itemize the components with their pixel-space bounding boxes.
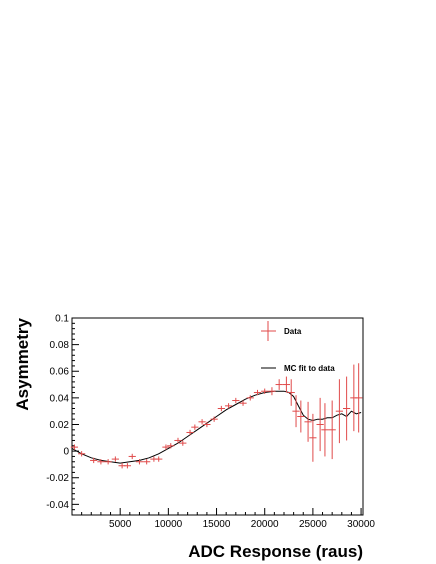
- data-points: [70, 363, 363, 469]
- data-point: [355, 363, 363, 433]
- data-point: [174, 437, 182, 444]
- y-tick-label: 0.06: [50, 367, 70, 378]
- data-point: [343, 376, 351, 441]
- y-axis-title: Asymmetry: [13, 317, 32, 410]
- data-point: [217, 405, 225, 412]
- data-point: [268, 387, 276, 396]
- data-point: [135, 459, 144, 465]
- y-tick-label: -0.02: [46, 473, 69, 484]
- x-tick-label: 30000: [347, 519, 375, 530]
- data-point: [167, 443, 175, 449]
- data-point: [203, 421, 211, 428]
- data-point: [123, 463, 132, 469]
- data-point: [261, 388, 269, 394]
- legend: Data MC fit to data: [261, 321, 335, 373]
- data-point: [198, 419, 206, 425]
- data-point: [155, 456, 163, 462]
- data-point: [335, 379, 344, 444]
- x-axis-title: ADC Response (raus): [188, 542, 363, 561]
- data-point: [309, 413, 317, 462]
- x-tick-label: 25000: [299, 519, 327, 530]
- data-point: [253, 389, 262, 396]
- legend-entry-data: Data: [261, 321, 302, 341]
- y-tick-label: 0.08: [50, 340, 70, 351]
- data-point: [304, 401, 312, 442]
- data-point: [275, 379, 283, 390]
- data-point: [191, 424, 199, 430]
- data-point: [321, 403, 329, 457]
- data-point: [232, 397, 240, 404]
- data-point: [316, 397, 324, 452]
- y-tick-label: -0.04: [46, 500, 69, 511]
- data-point: [239, 400, 247, 406]
- data-point: [246, 395, 254, 401]
- x-tick-label: 15000: [203, 519, 231, 530]
- data-point: [162, 444, 170, 450]
- y-tick-label: 0.02: [50, 420, 70, 431]
- data-point: [292, 395, 300, 428]
- data-point: [70, 444, 79, 450]
- y-tick-label: 0.04: [50, 393, 70, 404]
- legend-data-label: Data: [284, 327, 302, 336]
- y-tick-label: 0.1: [55, 314, 69, 325]
- data-point: [104, 459, 112, 465]
- data-point: [328, 400, 336, 460]
- x-tick-label: 10000: [154, 519, 182, 530]
- x-tick-label: 20000: [251, 519, 279, 530]
- data-point: [224, 403, 233, 409]
- data-point: [186, 429, 194, 436]
- data-point: [179, 440, 187, 446]
- data-point: [78, 451, 86, 457]
- data-point: [97, 459, 105, 465]
- data-point: [282, 376, 291, 393]
- data-point: [128, 453, 136, 460]
- data-point: [297, 400, 305, 433]
- x-axis: 5000 10000 15000 20000 25000 30000: [81, 508, 375, 530]
- data-point: [111, 456, 119, 462]
- mc-fit-line: [71, 390, 362, 464]
- legend-fit-label: MC fit to data: [284, 364, 335, 373]
- data-point: [287, 379, 295, 406]
- y-tick-label: 0: [63, 447, 69, 458]
- data-point: [210, 416, 218, 422]
- legend-entry-fit: MC fit to data: [261, 364, 335, 373]
- x-tick-label: 5000: [109, 519, 132, 530]
- data-point: [143, 459, 151, 465]
- plot-frame: [71, 317, 364, 516]
- data-point: [90, 457, 98, 464]
- y-axis: -0.04 -0.02 0 0.02 0.04 0.06 0.08 0.1: [46, 314, 79, 516]
